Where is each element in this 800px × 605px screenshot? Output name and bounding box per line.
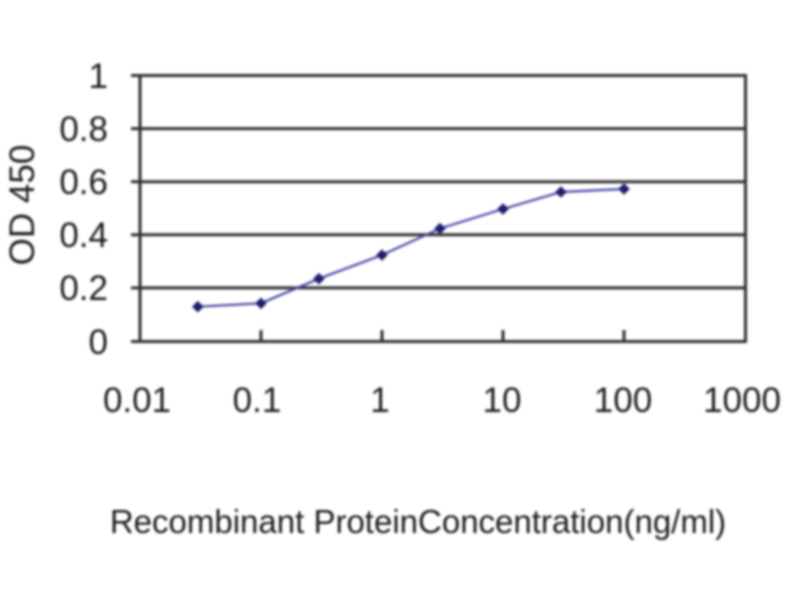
svg-text:0.8: 0.8: [59, 110, 108, 149]
svg-text:0.6: 0.6: [59, 163, 108, 202]
svg-text:10: 10: [483, 381, 522, 420]
svg-text:0.2: 0.2: [59, 269, 108, 308]
svg-text:0.01: 0.01: [103, 381, 171, 420]
svg-text:1: 1: [89, 57, 108, 96]
svg-text:1000: 1000: [703, 381, 781, 420]
svg-text:0.4: 0.4: [59, 216, 108, 255]
svg-text:OD 450: OD 450: [3, 145, 42, 266]
svg-text:100: 100: [594, 381, 652, 420]
svg-text:1: 1: [370, 381, 389, 420]
svg-text:0: 0: [89, 323, 108, 362]
svg-text:0.1: 0.1: [233, 381, 282, 420]
svg-text:Recombinant ProteinConcentrati: Recombinant ProteinConcentration(ng/ml): [110, 503, 726, 540]
